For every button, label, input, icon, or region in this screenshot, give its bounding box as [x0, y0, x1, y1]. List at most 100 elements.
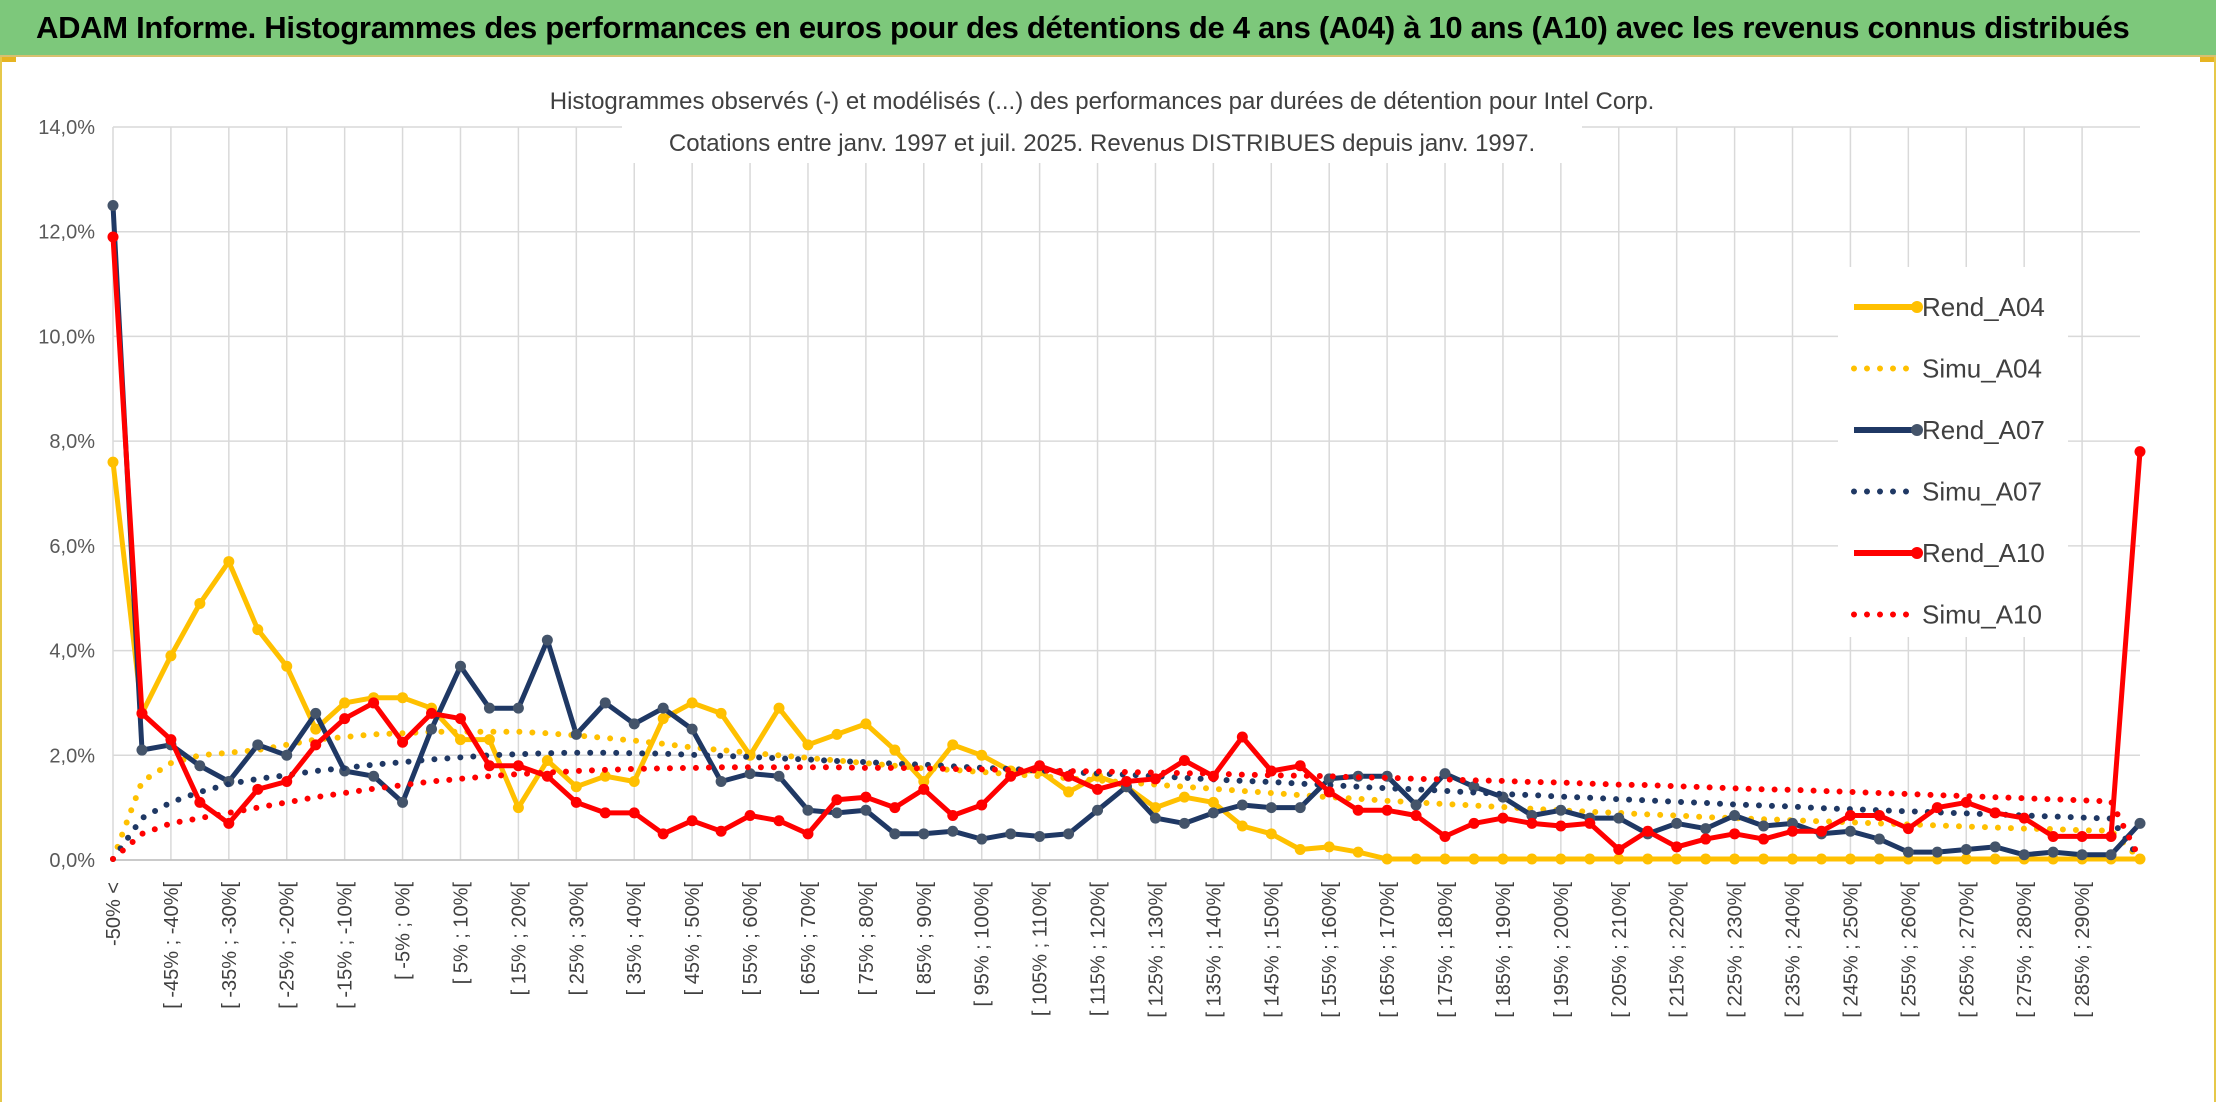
data-point: [339, 697, 351, 709]
data-point: [1960, 844, 1972, 856]
data-point: [1468, 853, 1480, 865]
legend-label: Simu_A04: [1922, 354, 2042, 384]
data-point: [1178, 791, 1190, 803]
data-point: [165, 734, 177, 746]
x-tick-label: [ 205% ; 210%[: [1609, 882, 1631, 1018]
data-point: [1758, 820, 1770, 832]
legend-marker: [1911, 301, 1923, 313]
data-point: [1149, 802, 1161, 814]
data-point: [657, 828, 669, 840]
data-point: [2134, 446, 2146, 458]
data-point: [1700, 853, 1712, 865]
data-point: [1178, 755, 1190, 767]
x-tick-label: [ 235% ; 240%[: [1783, 882, 1805, 1018]
data-point: [194, 760, 206, 772]
data-point: [2047, 846, 2059, 858]
data-point: [744, 809, 756, 821]
x-tick-label: [ 275% ; 280%[: [2014, 882, 2036, 1018]
data-point: [1005, 770, 1017, 782]
data-point: [1526, 809, 1538, 821]
data-point: [802, 804, 814, 816]
data-point: [1642, 853, 1654, 865]
data-point: [657, 702, 669, 714]
data-point: [1729, 809, 1741, 821]
data-point: [1584, 853, 1596, 865]
data-point: [802, 739, 814, 751]
data-point: [1294, 802, 1306, 814]
data-point: [1149, 812, 1161, 824]
banner-title: ADAM Informe. Histogrammes des performan…: [36, 10, 2130, 45]
data-point: [541, 755, 553, 767]
data-point: [889, 744, 901, 756]
data-point: [686, 697, 698, 709]
data-point: [1352, 804, 1364, 816]
legend-label: Simu_A07: [1922, 477, 2042, 507]
x-tick-label: [ 255% ; 260%[: [1898, 882, 1920, 1018]
x-tick-label: [ 85% ; 90%[: [914, 882, 936, 996]
data-point: [1381, 804, 1393, 816]
data-point: [165, 650, 177, 662]
data-point: [107, 231, 119, 243]
chart-title-block: Histogrammes observés (-) et modélisés (…: [482, 81, 1722, 163]
chart-title: Histogrammes observés (-) et modélisés (…: [550, 88, 1655, 115]
data-point: [628, 807, 640, 819]
data-point: [628, 718, 640, 730]
data-point: [1294, 760, 1306, 772]
data-point: [1265, 828, 1277, 840]
x-tick-label: [ -25% ; -20%[: [277, 882, 299, 1009]
data-point: [918, 783, 930, 795]
series-line: [110, 236, 2143, 852]
x-tick-label: [ 35% ; 40%[: [624, 882, 646, 996]
data-point: [1931, 802, 1943, 814]
data-point: [1613, 844, 1625, 856]
data-point: [281, 660, 293, 672]
data-point: [1121, 775, 1132, 787]
data-point: [1439, 830, 1451, 842]
data-point: [802, 828, 814, 840]
data-point: [1497, 812, 1509, 824]
legend-item: Rend_A07: [1854, 415, 2045, 445]
data-point: [860, 718, 872, 730]
data-point: [570, 781, 582, 793]
data-point: [831, 807, 843, 819]
data-point: [1207, 796, 1219, 808]
data-point: [397, 736, 409, 748]
data-point: [397, 796, 409, 808]
data-point: [454, 713, 466, 725]
data-point: [1989, 841, 2001, 853]
data-point: [1236, 820, 1248, 832]
data-point: [1034, 760, 1046, 772]
data-point: [310, 723, 322, 735]
data-point: [1671, 853, 1683, 865]
data-point: [223, 817, 235, 829]
data-point: [1468, 781, 1480, 793]
series-simu-a04: [110, 728, 2143, 862]
data-point: [918, 775, 930, 787]
data-point: [773, 702, 785, 714]
data-point: [1410, 809, 1422, 821]
x-tick-label: [ -45% ; -40%[: [161, 882, 183, 1009]
x-tick-label: [ -35% ; -30%[: [219, 882, 241, 1009]
data-point: [1844, 809, 1856, 821]
x-tick-label: [ 25% ; 30%[: [566, 882, 588, 996]
data-point: [686, 723, 698, 735]
data-point: [136, 744, 148, 756]
y-tick-label: 10,0%: [38, 326, 95, 348]
data-point: [1063, 786, 1075, 798]
x-tick-label: [ 135% ; 140%[: [1203, 882, 1225, 1018]
data-point: [2134, 817, 2146, 829]
data-point: [1960, 796, 1972, 808]
data-point: [1873, 853, 1885, 865]
data-point: [1613, 812, 1625, 824]
data-point: [483, 702, 495, 714]
data-point: [1989, 807, 2001, 819]
x-tick-label: [ 45% ; 50%[: [682, 882, 704, 996]
data-point: [1844, 853, 1856, 865]
legend-item: Simu_A04: [1851, 354, 2042, 384]
data-point: [1642, 825, 1654, 837]
x-tick-label: [ -5% ; 0%[: [393, 882, 415, 980]
data-point: [1613, 853, 1625, 865]
data-point: [889, 828, 901, 840]
data-point: [947, 809, 959, 821]
x-tick-label: [ -15% ; -10%[: [335, 882, 357, 1009]
